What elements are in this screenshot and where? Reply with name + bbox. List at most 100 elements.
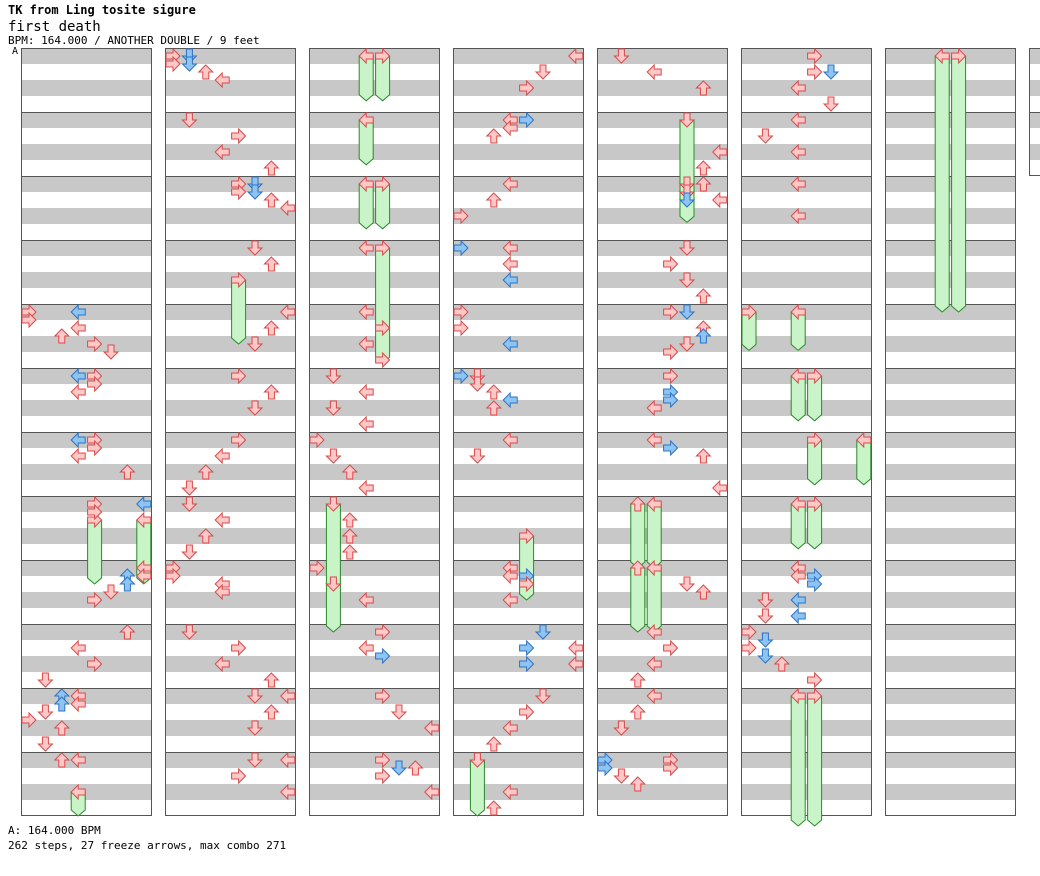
beat-stripe <box>309 64 440 80</box>
step-arrow-quarter <box>214 143 230 161</box>
step-arrow-quarter <box>341 512 359 528</box>
beat-stripe <box>597 208 728 224</box>
beat-stripe <box>741 128 872 144</box>
column-border <box>885 48 1016 816</box>
beat-stripe <box>165 512 296 528</box>
beat-stripe <box>453 176 584 192</box>
song-title: TK from Ling tosite sigure <box>8 3 196 17</box>
beat-stripe <box>597 736 728 752</box>
beat-stripe <box>741 288 872 304</box>
beat-stripe <box>21 448 152 464</box>
step-arrow-quarter <box>485 192 503 208</box>
beat-stripe <box>453 720 584 736</box>
beat-stripe <box>21 400 152 416</box>
beat-stripe <box>741 608 872 624</box>
beat-stripe <box>309 240 440 256</box>
step-arrow-quarter <box>70 751 86 769</box>
step-arrow-quarter <box>309 559 325 577</box>
step-arrow-eighth <box>678 192 696 208</box>
beat-stripe <box>21 800 152 816</box>
freeze-arrow-head <box>375 175 391 193</box>
beat-stripe <box>597 528 728 544</box>
step-arrow-quarter <box>375 319 391 337</box>
column-border <box>21 48 152 816</box>
beat-stripe <box>21 640 152 656</box>
beat-stripe <box>21 672 152 688</box>
step-arrow-quarter <box>502 175 518 193</box>
step-arrow-quarter <box>102 584 120 600</box>
beat-stripe <box>309 384 440 400</box>
beat-stripe <box>165 736 296 752</box>
step-arrow-eighth <box>70 303 86 321</box>
beat-stripe <box>21 784 152 800</box>
beat-stripe <box>597 304 728 320</box>
beat-stripe <box>309 400 440 416</box>
step-arrow-quarter <box>485 384 503 400</box>
freeze-arrow-head <box>678 112 696 128</box>
freeze-arrow-body <box>646 567 662 633</box>
beat-stripe <box>741 160 872 176</box>
beat-stripe <box>597 688 728 704</box>
beat-stripe <box>741 496 872 512</box>
beat-stripe <box>597 128 728 144</box>
step-arrow-quarter <box>263 256 280 272</box>
step-arrow-quarter <box>695 584 712 600</box>
beat-stripe <box>453 784 584 800</box>
step-arrow-quarter <box>485 400 503 416</box>
beat-stripe <box>21 384 152 400</box>
beat-stripe <box>21 80 152 96</box>
step-arrow-quarter <box>502 119 518 137</box>
step-arrow-quarter <box>325 448 342 464</box>
beat-stripe <box>741 192 872 208</box>
step-arrow-quarter <box>231 127 247 145</box>
step-arrow-eighth <box>822 64 840 80</box>
beat-stripe <box>453 368 584 384</box>
chart-column <box>1029 48 1040 176</box>
beat-stripe <box>165 608 296 624</box>
beat-stripe <box>885 416 1016 432</box>
beat-stripe <box>309 544 440 560</box>
step-arrow-quarter <box>214 71 230 89</box>
step-arrow-eighth <box>453 367 469 385</box>
beat-stripe <box>309 512 440 528</box>
beat-stripe <box>309 576 440 592</box>
step-arrow-eighth <box>597 759 613 777</box>
beat-stripe <box>597 752 728 768</box>
beat-stripe <box>165 656 296 672</box>
beat-stripe <box>309 416 440 432</box>
beat-stripe <box>885 256 1016 272</box>
beat-stripe <box>597 512 728 528</box>
beat-stripe <box>21 688 152 704</box>
freeze-arrow-body <box>87 519 103 585</box>
step-arrow-quarter <box>70 639 86 657</box>
freeze-arrow-head <box>136 511 152 529</box>
step-arrow-quarter <box>424 719 440 737</box>
step-arrow-eighth <box>757 648 774 664</box>
step-arrow-quarter <box>502 591 518 609</box>
freeze-arrow-body <box>807 695 823 827</box>
step-arrow-quarter <box>309 431 325 449</box>
step-arrow-quarter <box>53 720 71 736</box>
beat-stripe <box>453 160 584 176</box>
step-arrow-quarter <box>502 239 518 257</box>
step-arrow-quarter <box>87 439 103 457</box>
beat-stripe <box>453 336 584 352</box>
step-arrow-quarter <box>485 736 503 752</box>
step-arrow-eighth <box>807 575 823 593</box>
beat-stripe <box>21 304 152 320</box>
beat-stripe <box>165 272 296 288</box>
beat-stripe <box>741 256 872 272</box>
beat-stripe <box>21 208 152 224</box>
beat-stripe <box>885 640 1016 656</box>
beat-stripe <box>21 704 152 720</box>
step-arrow-quarter <box>712 191 728 209</box>
beat-stripe <box>165 496 296 512</box>
step-arrow-eighth <box>790 607 806 625</box>
step-arrow-quarter <box>87 655 103 673</box>
beat-stripe <box>309 288 440 304</box>
beat-stripe <box>21 240 152 256</box>
step-arrow-quarter <box>231 367 247 385</box>
beat-stripe <box>165 672 296 688</box>
beat-stripe <box>885 736 1016 752</box>
step-arrow-quarter <box>807 47 823 65</box>
